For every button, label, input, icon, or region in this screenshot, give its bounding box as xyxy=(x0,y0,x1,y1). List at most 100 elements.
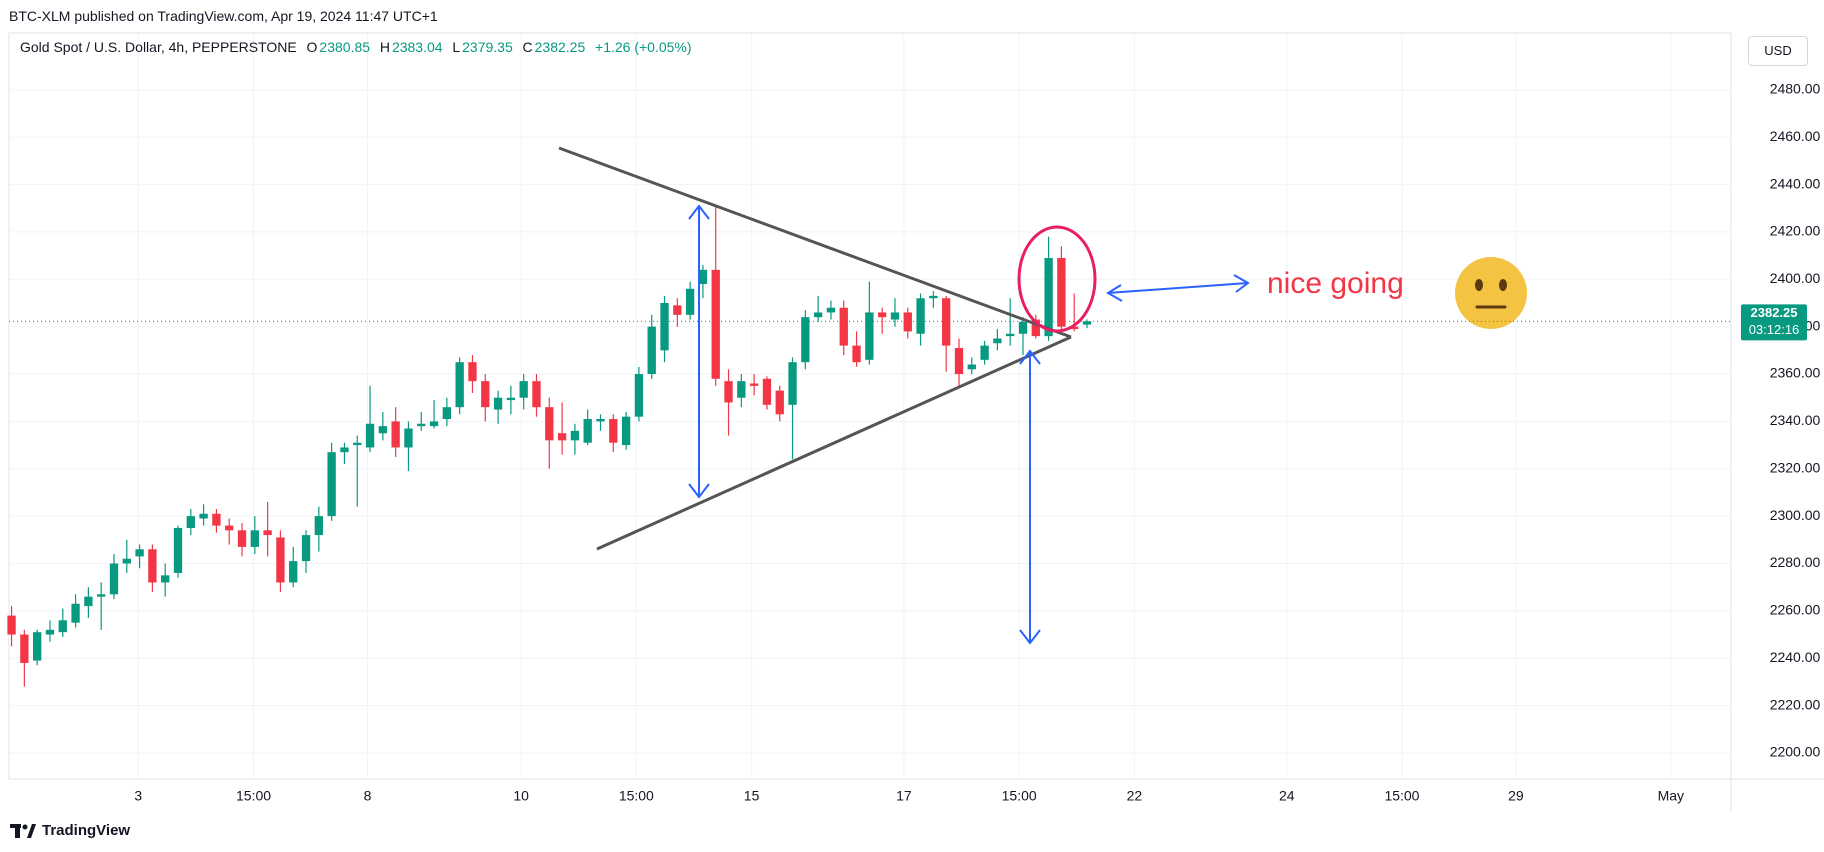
legend-label: L xyxy=(452,39,461,55)
candles xyxy=(7,205,1092,687)
y-tick-label: 2300.00 xyxy=(1770,507,1821,523)
x-tick-label: 24 xyxy=(1279,788,1295,804)
arrow-head xyxy=(1019,349,1041,365)
candle-body xyxy=(33,632,42,661)
x-tick-label: May xyxy=(1658,788,1684,804)
candle-body xyxy=(660,302,669,351)
candle-body xyxy=(353,442,362,446)
symbol: Gold Spot / U.S. Dollar, 4h, PEPPERSTONE xyxy=(20,39,297,55)
highlight-ellipse xyxy=(1017,225,1097,333)
candle-body xyxy=(429,421,439,427)
candle-body xyxy=(135,549,144,557)
arrow-shaft xyxy=(1107,282,1249,294)
y-tick-label: 2200.00 xyxy=(1770,744,1821,760)
x-tick-label: 15:00 xyxy=(619,788,654,804)
candle-body xyxy=(775,390,784,415)
candle-body xyxy=(916,298,925,334)
legend-value: 2380.85 xyxy=(319,39,371,55)
x-tick-label: 15:00 xyxy=(1384,788,1419,804)
candle-body xyxy=(1031,319,1040,337)
candle-body xyxy=(289,561,298,583)
candle-body xyxy=(7,615,16,635)
legend-label: O xyxy=(306,39,318,55)
logo-part xyxy=(22,824,28,829)
candle-body xyxy=(173,527,183,573)
candle-body xyxy=(71,603,80,623)
candle-body xyxy=(519,381,528,398)
candle-body xyxy=(954,347,964,375)
y-tick-label: 2360.00 xyxy=(1770,365,1821,381)
candle-body xyxy=(711,269,720,379)
y-tick-label: 2340.00 xyxy=(1770,412,1821,428)
candle-body xyxy=(621,416,631,446)
arrow-head xyxy=(688,204,710,220)
candle-body xyxy=(417,423,426,427)
candle-body xyxy=(506,397,516,401)
x-tick-label: 8 xyxy=(364,788,372,804)
candle-body xyxy=(1070,326,1079,330)
candle-body xyxy=(596,419,605,422)
axes: 2200.00 2220.00 2240.00 2260.00 2280.00 2300.… xyxy=(9,81,1821,804)
candle-body xyxy=(340,447,349,453)
brand-name: TradingView xyxy=(42,822,131,839)
candle-body xyxy=(813,312,823,318)
x-tick-label: 15 xyxy=(744,788,760,804)
candle-body xyxy=(929,295,938,299)
candle-body xyxy=(801,317,810,363)
candle-body xyxy=(762,378,772,405)
x-tick-label: 15:00 xyxy=(236,788,271,804)
y-tick-label: 2400.00 xyxy=(1770,270,1821,286)
plot-area xyxy=(8,32,1732,780)
last-price-box xyxy=(1741,304,1807,341)
candle-body xyxy=(903,312,912,332)
brand-logo xyxy=(10,823,36,838)
y-tick-label: 2240.00 xyxy=(1770,649,1821,665)
emoji-eye xyxy=(1499,279,1507,291)
candle-body xyxy=(404,428,413,448)
candle-body xyxy=(532,381,541,408)
x-tick-label: 10 xyxy=(513,788,529,804)
candle-body xyxy=(1057,257,1066,327)
candle-body xyxy=(314,516,323,536)
candle-body xyxy=(20,634,29,663)
candle-body xyxy=(378,426,388,434)
y-tick-label: 2280.00 xyxy=(1770,554,1821,570)
candle-body xyxy=(647,326,656,375)
candle-body xyxy=(327,452,336,517)
trend-line xyxy=(596,335,1072,551)
countdown-label: 03:12:16 xyxy=(1749,322,1800,337)
y-tick-label: 2480.00 xyxy=(1770,81,1821,97)
arrow-head xyxy=(1019,629,1041,645)
y-tick-label: 2440.00 xyxy=(1770,175,1821,191)
candle-body xyxy=(97,594,106,597)
legend-value: 2379.35 xyxy=(462,39,513,55)
ohlc-legend: Gold Spot / U.S. Dollar, 4h, PEPPERSTONE… xyxy=(20,39,694,55)
candle-body xyxy=(724,381,733,403)
candle-body xyxy=(391,421,400,448)
candle-body xyxy=(890,312,900,320)
drawings: nice going xyxy=(558,146,1527,645)
candle-body xyxy=(250,530,259,547)
candle-body xyxy=(993,338,1002,344)
arrow-head xyxy=(1106,284,1123,302)
candle-body xyxy=(1006,333,1015,337)
candle-body xyxy=(634,374,644,417)
candle-body xyxy=(122,558,131,564)
candle-body xyxy=(942,298,951,346)
candle-body xyxy=(583,419,592,443)
candle-body xyxy=(852,345,861,363)
candle-body xyxy=(45,629,55,635)
y-tick-label: 2220.00 xyxy=(1770,696,1821,712)
candle-body xyxy=(365,423,375,448)
legend-label: H xyxy=(379,39,390,55)
currency-button[interactable]: USD xyxy=(1748,36,1808,66)
emoji-face xyxy=(1455,257,1527,329)
trend-line xyxy=(558,146,1072,339)
candle-body xyxy=(545,407,554,441)
x-tick-label: 3 xyxy=(134,788,142,804)
candle-body xyxy=(967,364,976,370)
y-tick-label: 2320.00 xyxy=(1770,459,1821,475)
